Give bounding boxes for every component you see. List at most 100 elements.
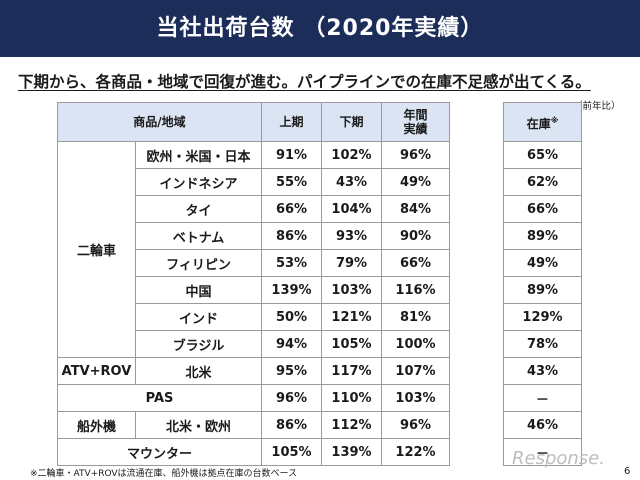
header-annual-line2: 実績 xyxy=(403,122,428,136)
second-half-cell: 103% xyxy=(321,276,382,304)
region-cell: タイ xyxy=(135,195,262,223)
table-row: ベトナム 86% 93% 90% xyxy=(58,222,450,250)
stock-cell: 129% xyxy=(503,303,582,331)
header-first-half: 上期 xyxy=(261,102,322,142)
first-half-cell: 94% xyxy=(261,330,322,358)
table-row: インド 50% 121% 81% xyxy=(58,303,450,331)
annual-cell: 66% xyxy=(381,249,450,277)
region-cell: 欧州・米国・日本 xyxy=(135,141,262,169)
footnote: ※二輪車・ATV+ROVは流通在庫、船外機は拠点在庫の台数ベース xyxy=(30,469,298,479)
group-mounter: マウンター xyxy=(57,438,262,466)
header-stock-label: 在庫 xyxy=(526,116,551,131)
table-row: 129% xyxy=(503,303,582,331)
stock-cell: 89% xyxy=(503,222,582,250)
stock-cell: － xyxy=(503,438,582,466)
second-half-cell: 43% xyxy=(321,168,382,196)
annual-cell: 84% xyxy=(381,195,450,223)
table-row: ブラジル 94% 105% 100% xyxy=(58,330,450,358)
first-half-cell: 86% xyxy=(261,222,322,250)
second-half-cell: 104% xyxy=(321,195,382,223)
first-half-cell: 96% xyxy=(261,384,322,412)
table-header-row: 在庫※ xyxy=(503,102,582,142)
yoy-note: （前年比） xyxy=(573,101,621,112)
annual-cell: 100% xyxy=(381,330,450,358)
group-atv-rov: ATV+ROV xyxy=(57,357,136,385)
table-header-row: 商品/地域 上期 下期 年間 実績 xyxy=(57,102,450,142)
annual-cell: 103% xyxy=(381,384,450,412)
stock-cell: 78% xyxy=(503,330,582,358)
table-row: タイ 66% 104% 84% xyxy=(58,195,450,223)
stock-cell: 49% xyxy=(503,249,582,277)
group-outboard: 船外機 xyxy=(57,411,136,439)
second-half-cell: 117% xyxy=(321,357,382,385)
region-cell: 北米・欧州 xyxy=(135,411,262,439)
first-half-cell: 139% xyxy=(261,276,322,304)
slide-subtitle: 下期から、各商品・地域で回復が進む。パイプラインでの在庫不足感が出てくる。 xyxy=(18,73,591,91)
first-half-cell: 91% xyxy=(261,141,322,169)
table-row: － xyxy=(503,384,582,412)
table-row: 65% xyxy=(503,141,582,169)
region-cell: 北米 xyxy=(135,357,262,385)
table-row: 49% xyxy=(503,249,582,277)
table-row: 43% xyxy=(503,357,582,385)
region-cell: ブラジル xyxy=(135,330,262,358)
first-half-cell: 53% xyxy=(261,249,322,277)
stock-cell: 66% xyxy=(503,195,582,223)
table-row: マウンター 105% 139% 122% xyxy=(57,438,450,466)
shipment-table: 商品/地域 上期 下期 年間 実績 二輪車 欧州・米国・日本 91% 102% 9… xyxy=(57,102,450,466)
second-half-cell: 102% xyxy=(321,141,382,169)
header-stock: 在庫※ xyxy=(503,102,582,142)
second-half-cell: 112% xyxy=(321,411,382,439)
slide-title: 当社出荷台数 （2020年実績） xyxy=(0,0,640,57)
page-number: 6 xyxy=(624,466,631,477)
second-half-cell: 110% xyxy=(321,384,382,412)
annual-cell: 81% xyxy=(381,303,450,331)
first-half-cell: 86% xyxy=(261,411,322,439)
table-row: フィリピン 53% 79% 66% xyxy=(58,249,450,277)
table-row: PAS 96% 110% 103% xyxy=(57,384,450,412)
stock-cell: 46% xyxy=(503,411,582,439)
table-row: － xyxy=(503,438,582,466)
header-stock-mark: ※ xyxy=(550,115,559,125)
first-half-cell: 105% xyxy=(261,438,322,466)
stock-cell: 43% xyxy=(503,357,582,385)
region-cell: フィリピン xyxy=(135,249,262,277)
table-row: ATV+ROV 北米 95% 117% 107% xyxy=(57,357,450,385)
inventory-table: 在庫※ 65% 62% 66% 89% 49% 89% 129% 78% 43%… xyxy=(503,102,582,466)
group-pas: PAS xyxy=(57,384,262,412)
header-second-half: 下期 xyxy=(321,102,382,142)
second-half-cell: 139% xyxy=(321,438,382,466)
stock-cell: － xyxy=(503,384,582,412)
region-cell: 中国 xyxy=(135,276,262,304)
region-cell: ベトナム xyxy=(135,222,262,250)
first-half-cell: 50% xyxy=(261,303,322,331)
annual-cell: 107% xyxy=(381,357,450,385)
region-cell: インド xyxy=(135,303,262,331)
annual-cell: 49% xyxy=(381,168,450,196)
second-half-cell: 93% xyxy=(321,222,382,250)
second-half-cell: 121% xyxy=(321,303,382,331)
header-annual-line1: 年間 xyxy=(403,108,428,122)
group-two-wheel: 二輪車 xyxy=(57,141,136,358)
table-row: インドネシア 55% 43% 49% xyxy=(58,168,450,196)
stock-cell: 89% xyxy=(503,276,582,304)
table-row: 船外機 北米・欧州 86% 112% 96% xyxy=(57,411,450,439)
table-row: 二輪車 欧州・米国・日本 91% 102% 96% xyxy=(57,141,450,358)
annual-cell: 122% xyxy=(381,438,450,466)
second-half-cell: 79% xyxy=(321,249,382,277)
header-product-region: 商品/地域 xyxy=(57,102,262,142)
table-row: 89% xyxy=(503,222,582,250)
header-annual: 年間 実績 xyxy=(381,102,450,142)
stock-cell: 62% xyxy=(503,168,582,196)
response-logo: Response. xyxy=(512,448,605,469)
region-cell: インドネシア xyxy=(135,168,262,196)
first-half-cell: 55% xyxy=(261,168,322,196)
table-row: 62% xyxy=(503,168,582,196)
annual-cell: 96% xyxy=(381,141,450,169)
annual-cell: 90% xyxy=(381,222,450,250)
first-half-cell: 95% xyxy=(261,357,322,385)
second-half-cell: 105% xyxy=(321,330,382,358)
stock-cell: 65% xyxy=(503,141,582,169)
first-half-cell: 66% xyxy=(261,195,322,223)
table-row: 66% xyxy=(503,195,582,223)
